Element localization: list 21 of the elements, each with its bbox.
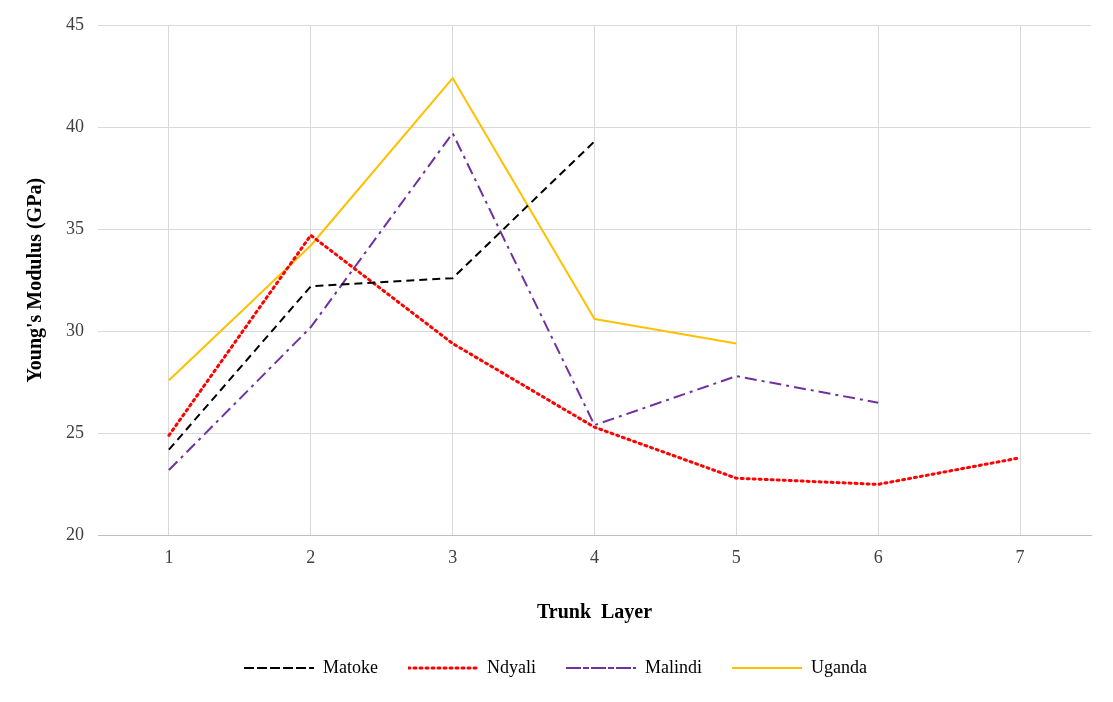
x-tick-label: 4 [590, 546, 599, 567]
x-tick-label: 2 [306, 546, 316, 567]
x-tick-label: 3 [448, 546, 458, 567]
y-axis-title: Young's Modulus (GPa) [23, 177, 47, 383]
line-series [167, 140, 596, 451]
y-tick-label: 30 [66, 319, 84, 340]
legend-label: Uganda [811, 656, 867, 677]
x-tick-label: 7 [1015, 546, 1025, 567]
y-tick-label: 35 [66, 217, 84, 238]
x-tick-label: 5 [731, 546, 741, 567]
y-tick-label: 40 [66, 115, 84, 136]
x-axis-title: Trunk Layer [536, 600, 653, 624]
x-tick-label: 1 [164, 546, 174, 567]
y-tick-label: 20 [66, 524, 84, 545]
legend-label: Matoke [323, 656, 379, 677]
legend-label: Malindi [645, 656, 702, 677]
legend-label: Ndyali [487, 656, 537, 677]
y-tick-label: 45 [66, 13, 84, 34]
y-tick-label: 25 [66, 422, 84, 443]
line-series [167, 132, 880, 472]
x-tick-label: 6 [873, 546, 883, 567]
